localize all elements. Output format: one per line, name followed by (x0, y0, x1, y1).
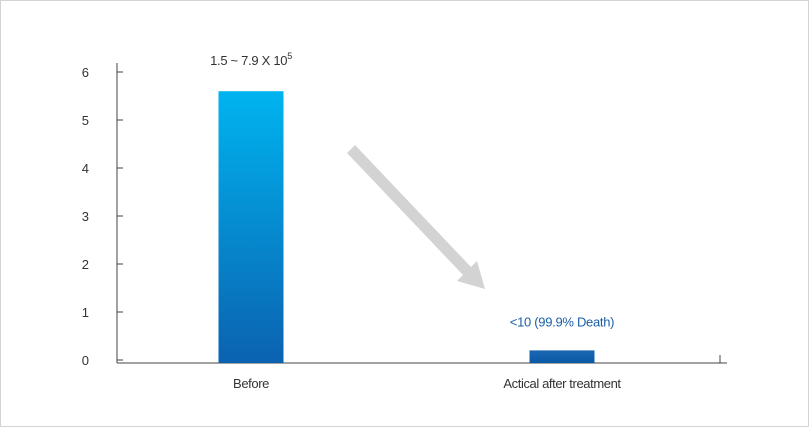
down-trend-arrow-icon (347, 145, 485, 289)
y-tick-label-5: 5 (82, 113, 89, 128)
y-tick-label-2: 2 (82, 257, 89, 272)
y-axis-ticks: 0 1 2 3 4 5 6 (82, 65, 123, 368)
bar-before (218, 91, 284, 363)
data-label-before: 1.5 ~ 7.9 X 105 (210, 51, 292, 68)
data-label-before-base: 1.5 ~ 7.9 X 10 (210, 53, 287, 68)
data-label-before-exponent: 5 (287, 51, 292, 61)
y-tick-label-1: 1 (82, 305, 89, 320)
category-label-actical-after-treatment: Actical after treatment (503, 376, 621, 391)
y-tick-label-3: 3 (82, 209, 89, 224)
y-tick-label-6: 6 (82, 65, 89, 80)
data-label-actical: <10 (99.9% Death) (510, 314, 614, 329)
category-label-before: Before (233, 376, 269, 391)
y-tick-label-4: 4 (82, 161, 89, 176)
y-tick-label-0: 0 (82, 353, 89, 368)
bar-actical-after-treatment (529, 350, 595, 363)
data-label-actical-base: <10 (99.9% Death) (510, 314, 614, 329)
